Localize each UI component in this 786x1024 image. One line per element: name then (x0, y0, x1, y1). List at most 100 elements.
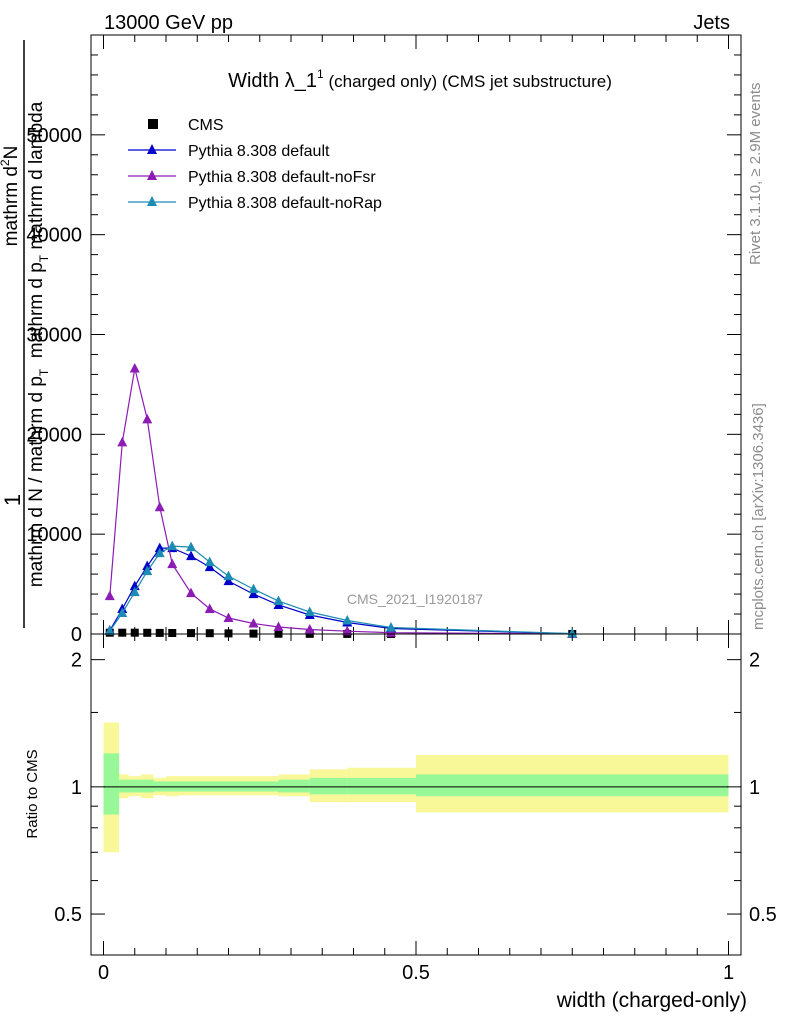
chart-title-main: Width λ_1 (228, 70, 317, 92)
chart-title-rest: (charged only) (CMS jet substructure) (324, 72, 612, 91)
ylabel-one: 1 (0, 494, 25, 506)
ratio-panel: 0.5 0.51 12 2 0 0.5 1 Ratio to CMS width (cha… (24, 633, 777, 1012)
series-2 (104, 362, 578, 638)
series-line (109, 545, 573, 635)
legend-label: Pythia 8.308 default-noFsr (188, 169, 376, 186)
ylabel-frac2-num-tail: N (1, 146, 22, 160)
legend-label: Pythia 8.308 default-noRap (188, 195, 382, 212)
data-point-triangle (248, 583, 259, 594)
data-point-square (168, 629, 177, 638)
data-point-square (187, 629, 195, 638)
data-point-triangle (204, 561, 215, 572)
legend-label: Pythia 8.308 default (188, 143, 330, 160)
ylabel-frac2-den-tail: mathrm d lambda (26, 101, 47, 255)
ratio-inner-band (278, 779, 310, 793)
y-tick-label: 20000 (26, 424, 82, 446)
data-point-triangle (154, 547, 165, 558)
y-tick-label: 0 (71, 624, 82, 646)
data-point-triangle (386, 622, 396, 632)
y-tick-label: 40000 (26, 225, 82, 247)
data-point-triangle (117, 436, 128, 447)
ratio-y-tick-label-right: 1 (749, 777, 760, 799)
data-point-square (224, 629, 233, 638)
data-point-triangle (142, 565, 153, 576)
data-point-triangle (186, 541, 196, 552)
data-point-triangle (273, 621, 284, 632)
legend-item: CMS (148, 117, 224, 134)
legend-marker-triangle (147, 196, 157, 206)
ratio-y-tick-label: 1 (71, 777, 82, 799)
ylabel-frac2-denominator: mathrm d pT mathrm d lambda (26, 101, 51, 358)
data-point-triangle (342, 615, 353, 625)
data-point-square (130, 628, 139, 637)
legend: CMS Pythia 8.308 default Pythia 8.308 defa… (128, 117, 382, 212)
ratio-y-tick-label-right: 0.5 (749, 904, 777, 926)
data-point-triangle (567, 628, 578, 638)
legend-marker-triangle (147, 170, 157, 180)
data-point-square (143, 628, 152, 637)
ratio-y-tick-label-right: 2 (749, 650, 760, 672)
ratio-y-tick-label: 0.5 (54, 904, 82, 926)
data-point-triangle (273, 595, 284, 606)
ratio-inner-band (416, 774, 729, 797)
ratio-bands (103, 722, 729, 853)
ylabel-frac1-denominator: mathrm d N / mathrm d pT (26, 368, 51, 587)
ylabel-frac2-numerator: mathrm d2N (0, 146, 22, 247)
data-point-triangle (154, 501, 165, 512)
data-point-square (118, 628, 127, 637)
ratio-y-tick-labels: 0.5 0.5 1 1 2 2 (54, 650, 777, 926)
x-tick-label: 1 (723, 962, 734, 984)
data-point-triangle (304, 624, 315, 634)
legend-item: Pythia 8.308 default (128, 143, 330, 160)
ratio-inner-band (128, 779, 141, 793)
ratio-inner-band (309, 777, 348, 795)
x-axis-label: width (charged-only) (556, 989, 747, 1012)
data-point-square (155, 628, 164, 637)
ylabel-frac2-den-sub: T (37, 254, 51, 262)
chart-title-sup: 1 (317, 67, 324, 81)
data-point-triangle (186, 587, 196, 598)
data-point-triangle (167, 540, 178, 551)
data-point-triangle (223, 612, 234, 623)
legend-marker-square (148, 119, 158, 129)
x-tick-label: 0 (98, 962, 109, 984)
data-point-triangle (248, 618, 259, 628)
chart-title: Width λ_11 (charged only) (CMS jet subst… (228, 67, 612, 92)
data-point-triangle (167, 558, 178, 569)
ratio-inner-band (347, 777, 416, 795)
data-point-triangle (117, 607, 128, 618)
y-tick-label: 30000 (26, 325, 82, 347)
ylabel-frac2-den-text: mathrm d p (26, 262, 47, 358)
data-point-triangle (223, 575, 234, 586)
data-point-triangle (104, 625, 115, 636)
data-point-triangle (186, 550, 196, 561)
side-rivet: Rivet 3.1.10, ≥ 2.9M events (747, 83, 764, 266)
ylabel-frac1-sub: T (37, 368, 51, 376)
data-point-triangle (304, 606, 315, 617)
analysis-watermark: CMS_2021_I1920187 (347, 591, 483, 607)
series-line (109, 368, 573, 635)
data-point-triangle (204, 556, 215, 567)
data-point-triangle (248, 588, 259, 599)
ratio-y-tick-label: 2 (71, 650, 82, 672)
y-tick-label: 10000 (26, 524, 82, 546)
data-point-triangle (142, 413, 153, 424)
ylabel-frac2-num-sup: 2 (0, 159, 12, 166)
legend-item: Pythia 8.308 default-noRap (128, 195, 382, 212)
data-point-triangle (129, 586, 140, 597)
data-point-square (205, 629, 214, 638)
data-point-triangle (204, 603, 215, 614)
y-tick-label: 50000 (26, 125, 82, 147)
upper-y-tick-labels: 0 10000 20000 30000 40000 50000 (26, 125, 82, 646)
y-axis-label: 1 mathrm d N / mathrm d pT mathrm d2N ma… (0, 40, 51, 628)
data-point-triangle (154, 542, 165, 553)
legend-label: CMS (188, 117, 224, 134)
data-point-triangle (104, 590, 115, 601)
ylabel-frac1-den-text: mathrm d N / mathrm d p (26, 376, 47, 587)
data-point-triangle (129, 362, 140, 373)
series-layer (104, 362, 578, 638)
ratio-inner-band (103, 753, 120, 815)
ratio-inner-band (119, 779, 129, 793)
